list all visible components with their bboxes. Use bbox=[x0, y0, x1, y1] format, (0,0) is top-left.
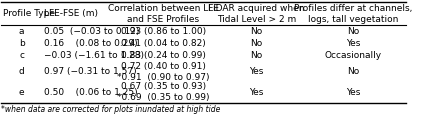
Text: No: No bbox=[250, 51, 262, 60]
Text: LiDAR acquired when
Tidal Level > 2 m: LiDAR acquired when Tidal Level > 2 m bbox=[208, 4, 304, 24]
Text: 0.41 (0.04 to 0.82): 0.41 (0.04 to 0.82) bbox=[121, 39, 206, 48]
Text: Correlation between LFE
and FSE Profiles: Correlation between LFE and FSE Profiles bbox=[108, 4, 219, 24]
Text: 0.93 (0.86 to 1.00): 0.93 (0.86 to 1.00) bbox=[121, 27, 206, 36]
Text: b: b bbox=[19, 39, 25, 48]
Text: Occasionally: Occasionally bbox=[325, 51, 382, 60]
Text: Profile Type: Profile Type bbox=[3, 9, 56, 18]
Text: No: No bbox=[250, 39, 262, 48]
Text: d: d bbox=[19, 67, 25, 76]
Text: −0.03 (−1.61 to 1.28): −0.03 (−1.61 to 1.28) bbox=[44, 51, 144, 60]
Text: Yes: Yes bbox=[346, 39, 361, 48]
Text: e: e bbox=[19, 88, 25, 97]
Text: Profiles differ at channels,
logs, tall vegetation: Profiles differ at channels, logs, tall … bbox=[294, 4, 413, 24]
Text: No: No bbox=[347, 67, 360, 76]
Text: Yes: Yes bbox=[249, 88, 264, 97]
Text: 0.67 (0.35 to 0.93)
*0.69  (0.35 to 0.99): 0.67 (0.35 to 0.93) *0.69 (0.35 to 0.99) bbox=[117, 82, 209, 102]
Text: 0.16    (0.08 to 0.29): 0.16 (0.08 to 0.29) bbox=[44, 39, 137, 48]
Text: c: c bbox=[19, 51, 24, 60]
Text: 0.83 (0.24 to 0.99): 0.83 (0.24 to 0.99) bbox=[121, 51, 206, 60]
Text: LFE-FSE (m): LFE-FSE (m) bbox=[44, 9, 98, 18]
Text: a: a bbox=[19, 27, 24, 36]
Text: *when data are corrected for plots inundated at high tide: *when data are corrected for plots inund… bbox=[1, 105, 221, 114]
Text: No: No bbox=[347, 27, 360, 36]
Text: 0.97 (−0.31 to 1.57): 0.97 (−0.31 to 1.57) bbox=[44, 67, 137, 76]
Text: 0.05  (−0.03 to 0.12): 0.05 (−0.03 to 0.12) bbox=[44, 27, 139, 36]
Text: 0.50    (0.06 to 1.25): 0.50 (0.06 to 1.25) bbox=[44, 88, 137, 97]
Text: Yes: Yes bbox=[346, 88, 361, 97]
Text: 0.72 (0.40 to 0.91)
*0.91  (0.90 to 0.97): 0.72 (0.40 to 0.91) *0.91 (0.90 to 0.97) bbox=[117, 62, 209, 82]
Text: No: No bbox=[250, 27, 262, 36]
Text: Yes: Yes bbox=[249, 67, 264, 76]
